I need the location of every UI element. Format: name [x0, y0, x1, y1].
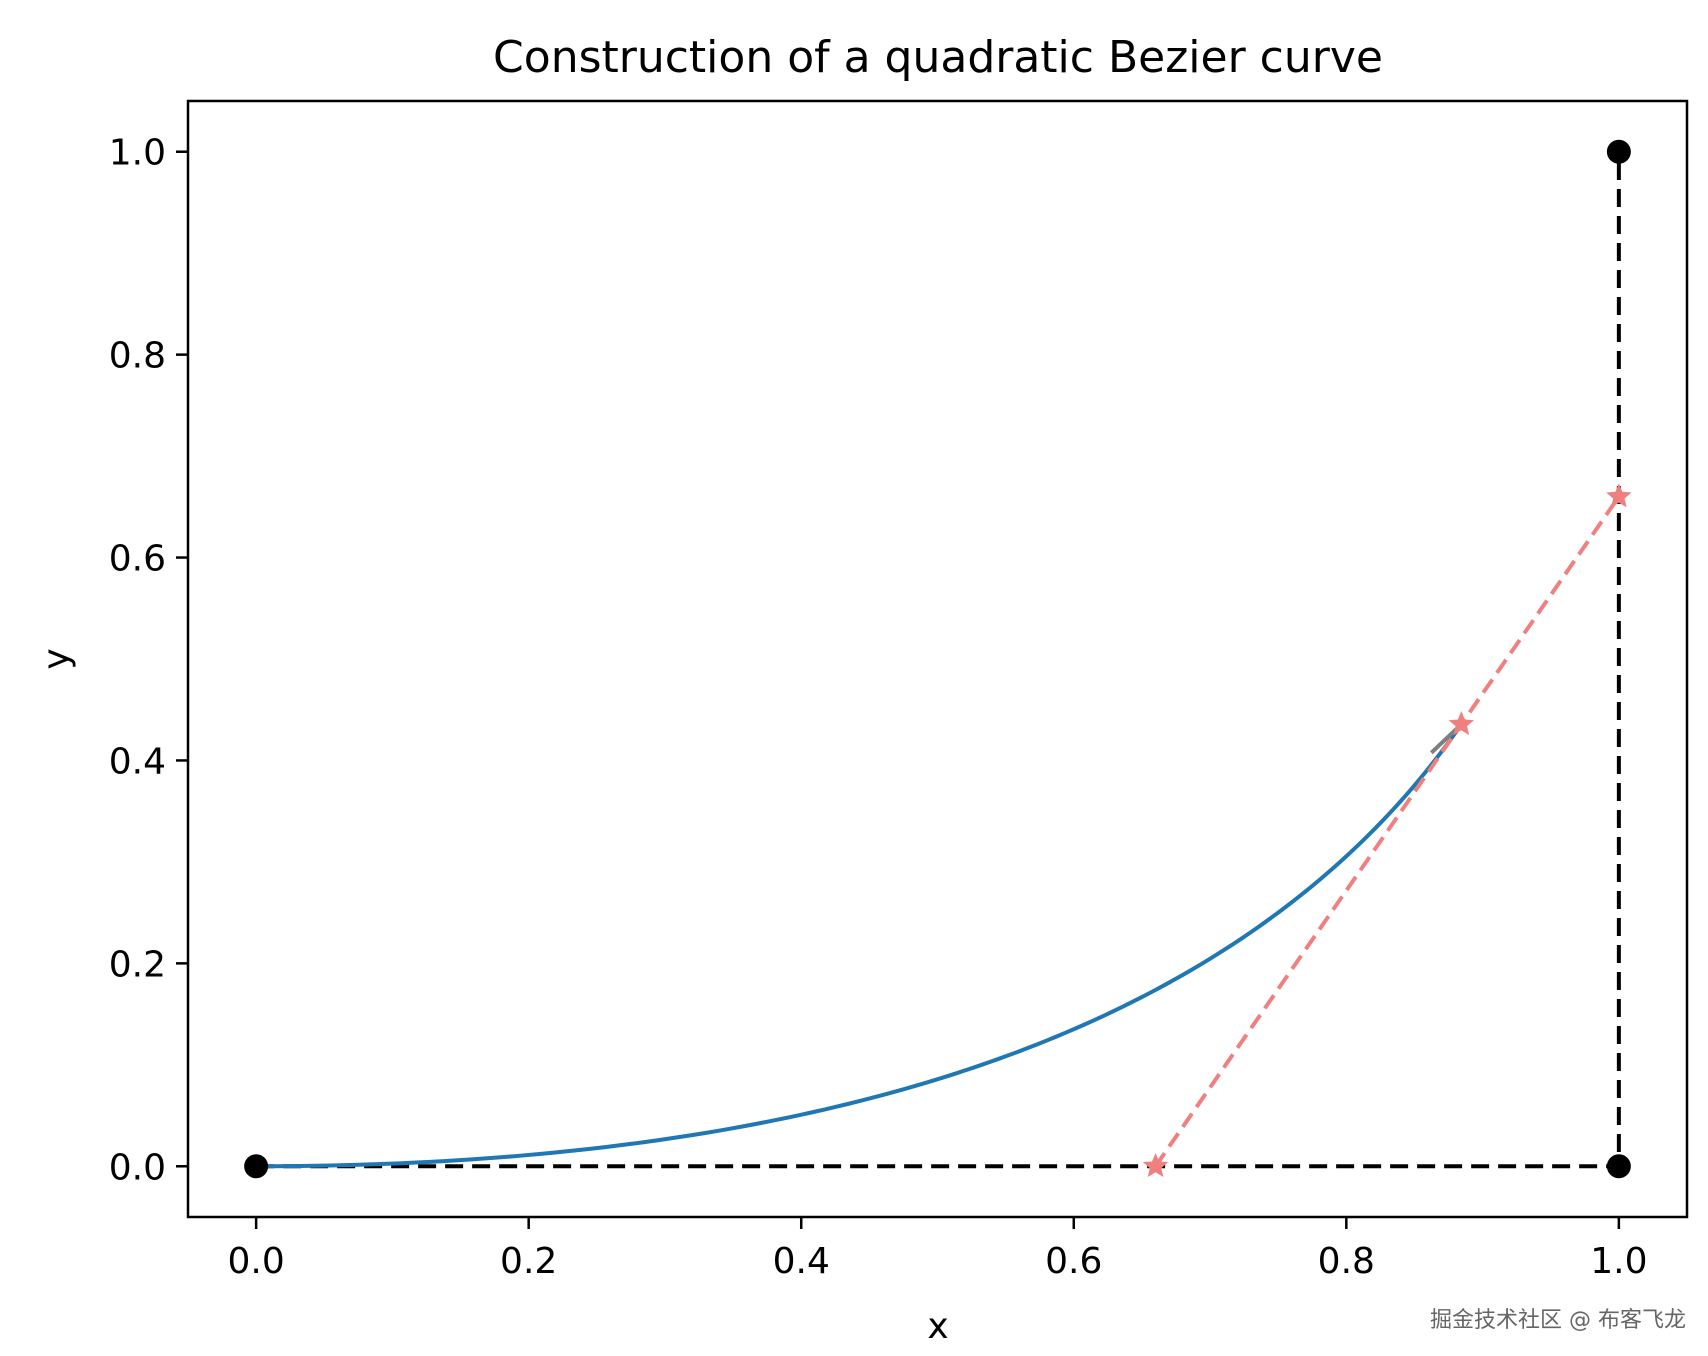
y-tick-label: 0.8	[109, 336, 166, 377]
x-tick-label: 1.0	[1590, 1241, 1647, 1282]
plot-area	[244, 139, 1632, 1179]
y-tick-label: 0.6	[109, 539, 166, 580]
axes-frame	[186, 99, 1689, 1219]
x-tick-label: 0.4	[773, 1241, 830, 1282]
watermark: 掘金技术社区 @ 布客飞龙	[1430, 1308, 1686, 1333]
y-tick-label: 0.2	[109, 944, 166, 985]
x-tick-label: 0.6	[1045, 1241, 1102, 1282]
y-axis-ticks: 0.0 0.2 0.4 0.6 0.8 1.0	[109, 133, 188, 1188]
y-tick-label: 1.0	[109, 133, 166, 174]
control-point-1	[1606, 1154, 1631, 1179]
construction-start-star	[1142, 1152, 1169, 1178]
y-tick-label: 0.4	[109, 741, 166, 782]
x-tick-label: 0.8	[1318, 1241, 1375, 1282]
bezier-curve-line	[256, 723, 1463, 1169]
x-tick-label: 0.0	[228, 1241, 285, 1282]
curve-point-star	[1448, 711, 1474, 736]
chart-title: Construction of a quadratic Bezier curve	[493, 32, 1383, 83]
y-axis-label: y	[36, 648, 77, 669]
control-polygon-line	[256, 151, 1621, 1169]
control-point-2	[1606, 139, 1631, 164]
control-point-0	[244, 1154, 269, 1179]
y-tick-label: 0.0	[109, 1147, 166, 1188]
construction-end-star	[1606, 483, 1632, 508]
x-axis-label: x	[927, 1306, 948, 1347]
x-axis-ticks: 0.0 0.2 0.4 0.6 0.8 1.0	[228, 1217, 1647, 1282]
x-tick-label: 0.2	[500, 1241, 557, 1282]
construction-line	[1153, 495, 1621, 1168]
